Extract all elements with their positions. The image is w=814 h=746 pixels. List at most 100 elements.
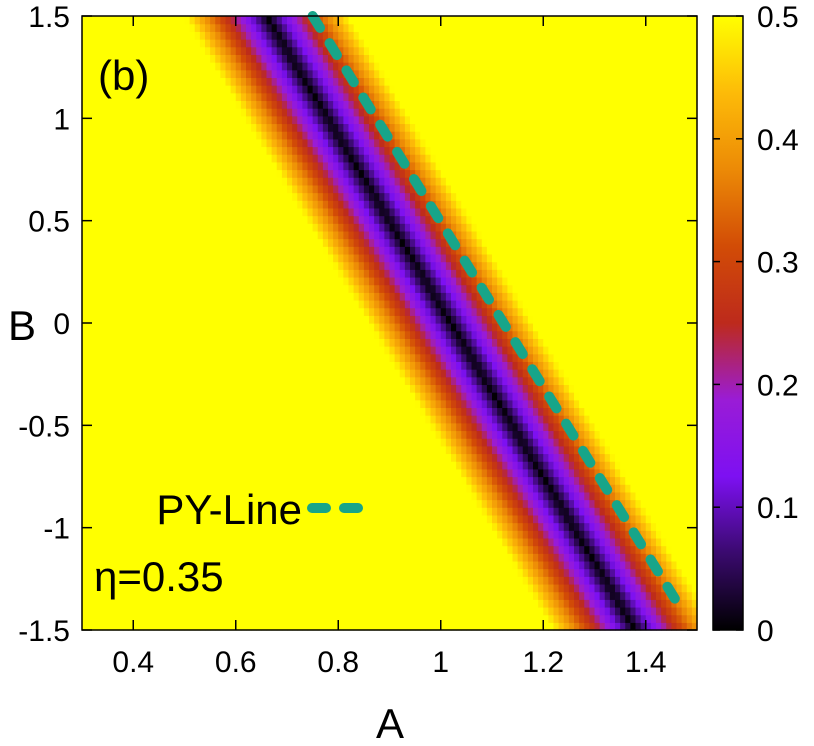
heatmap-cell [620, 376, 626, 386]
heatmap-cell [82, 514, 88, 524]
heatmap-cell [476, 376, 483, 386]
heatmap-cell [353, 361, 360, 370]
heatmap-cell [686, 553, 693, 562]
heatmap-cell [374, 376, 380, 386]
heatmap-cell [425, 606, 432, 616]
heatmap-cell [363, 315, 370, 324]
heatmap-cell [415, 353, 421, 362]
heatmap-cell [415, 499, 421, 508]
heatmap-cell [184, 384, 191, 393]
heatmap-cell [338, 576, 344, 585]
heatmap-cell [148, 606, 155, 616]
heatmap-cell [379, 553, 385, 562]
heatmap-cell [117, 353, 124, 362]
heatmap-cell [246, 453, 252, 462]
heatmap-cell [87, 392, 93, 401]
heatmap-cell [630, 484, 637, 493]
heatmap-cell [502, 491, 508, 501]
heatmap-cell [553, 499, 560, 508]
heatmap-cell [492, 453, 498, 462]
heatmap-cell [492, 514, 498, 524]
heatmap-cell [604, 476, 611, 485]
heatmap-cell [451, 430, 457, 439]
heatmap-cell [205, 361, 211, 370]
heatmap-cell [604, 407, 611, 416]
heatmap-cell [394, 591, 401, 600]
heatmap-cell [266, 622, 273, 631]
heatmap-cell [328, 537, 334, 547]
heatmap-cell [486, 622, 493, 631]
heatmap-cell [384, 514, 391, 524]
heatmap-cell [123, 453, 129, 462]
heatmap-cell [497, 484, 503, 493]
heatmap-cell [153, 568, 160, 577]
heatmap-cell [604, 507, 611, 516]
heatmap-cell [107, 499, 114, 508]
heatmap-cell [492, 353, 498, 362]
heatmap-cell [410, 499, 416, 508]
heatmap-cell [579, 422, 585, 432]
heatmap-cell [179, 361, 186, 370]
heatmap-cell [374, 445, 380, 455]
heatmap-cell [143, 583, 150, 593]
heatmap-cell [302, 537, 309, 547]
heatmap-cell [143, 499, 150, 508]
heatmap-cell [328, 376, 334, 386]
heatmap-cell [276, 338, 283, 347]
heatmap-cell [681, 568, 688, 577]
heatmap-cell [420, 369, 426, 378]
heatmap-cell [548, 422, 555, 432]
heatmap-cell [461, 553, 467, 562]
heatmap-cell [538, 583, 544, 593]
heatmap-cell [568, 614, 575, 623]
heatmap-cell [558, 330, 565, 339]
heatmap-cell [205, 599, 211, 608]
heatmap-cell [194, 369, 201, 378]
heatmap-cell [461, 361, 467, 370]
heatmap-cell [133, 591, 139, 600]
heatmap-cell [374, 568, 380, 577]
heatmap-cell [492, 361, 498, 370]
heatmap-cell [584, 537, 590, 547]
heatmap-cell [640, 576, 647, 585]
heatmap-cell [179, 591, 186, 600]
heatmap-cell [107, 568, 114, 577]
heatmap-cell [235, 514, 242, 524]
heatmap-cell [143, 545, 150, 554]
heatmap-cell [112, 461, 119, 470]
heatmap-cell [451, 422, 457, 432]
heatmap-cell [671, 361, 678, 370]
heatmap-cell [379, 361, 385, 370]
heatmap-cell [338, 468, 344, 478]
heatmap-cell [676, 430, 683, 439]
heatmap-cell [568, 384, 575, 393]
heatmap-cell [425, 323, 432, 332]
heatmap-cell [410, 392, 416, 401]
heatmap-cell [169, 560, 175, 570]
heatmap-cell [230, 553, 237, 562]
heatmap-cell [425, 384, 432, 393]
heatmap-cell [205, 353, 211, 362]
heatmap-cell [317, 491, 324, 501]
heatmap-cell [563, 430, 570, 439]
heatmap-cell [169, 545, 175, 554]
heatmap-cell [661, 361, 667, 370]
heatmap-cell [271, 484, 278, 493]
heatmap-cell [82, 461, 88, 470]
heatmap-cell [497, 599, 503, 608]
heatmap-cell [312, 369, 319, 378]
heatmap-cell [615, 514, 621, 524]
heatmap-cell [379, 545, 385, 554]
heatmap-cell [492, 384, 498, 393]
heatmap-cell [138, 399, 145, 409]
heatmap-cell [246, 353, 252, 362]
heatmap-cell [394, 338, 401, 347]
heatmap-cell [686, 622, 693, 631]
heatmap-cell [199, 438, 206, 447]
heatmap-cell [317, 338, 324, 347]
heatmap-cell [681, 392, 688, 401]
heatmap-cell [502, 468, 508, 478]
heatmap-cell [574, 545, 580, 554]
heatmap-cell [174, 330, 180, 339]
heatmap-cell [358, 537, 365, 547]
